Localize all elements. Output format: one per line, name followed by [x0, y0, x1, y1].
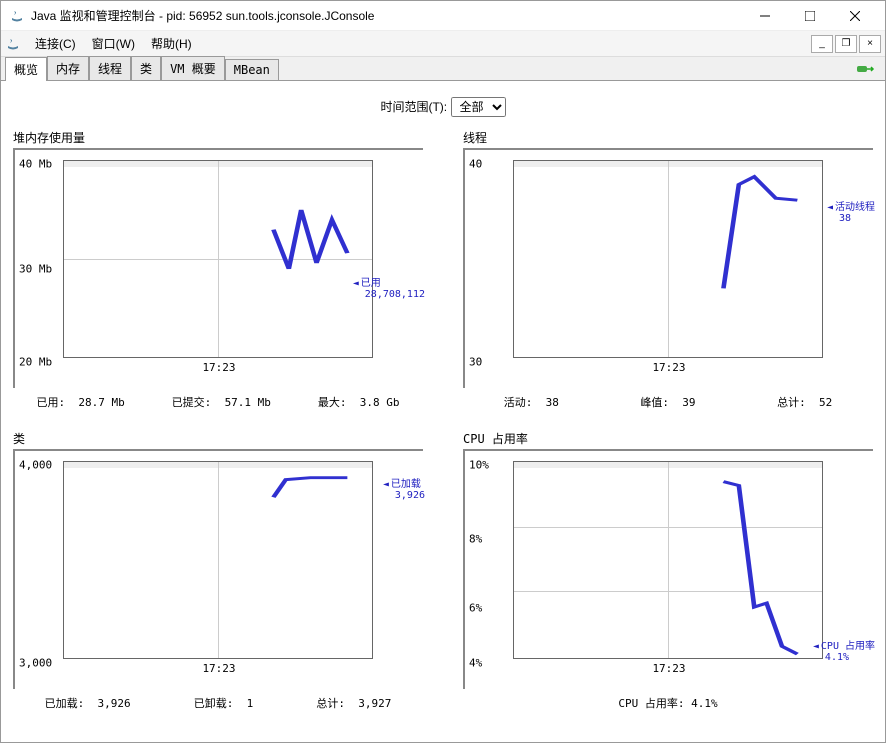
tab-classes[interactable]: 类 — [131, 56, 161, 80]
java-icon — [5, 36, 21, 52]
tab-overview[interactable]: 概览 — [5, 57, 47, 81]
ytick: 3,000 — [19, 657, 52, 670]
mdi-close-button[interactable]: × — [859, 35, 881, 53]
time-range-select[interactable]: 全部 — [451, 97, 506, 117]
chart-plot-area — [63, 160, 373, 358]
classes-stats: 已加载: 3,926 已卸载: 1 总计: 3,927 — [13, 695, 423, 711]
classes-line — [64, 462, 372, 658]
xtick: 17:23 — [652, 361, 685, 374]
threads-chart-title: 线程 — [463, 129, 873, 146]
ytick: 30 — [469, 356, 482, 369]
heap-stats: 已用: 28.7 Mb 已提交: 57.1 Mb 最大: 3.8 Gb — [13, 394, 423, 410]
classes-value-label: ◄已加载 3,926 — [383, 475, 425, 501]
classes-chart-title: 类 — [13, 430, 423, 447]
tab-vm-summary[interactable]: VM 概要 — [161, 56, 225, 80]
xtick: 17:23 — [202, 662, 235, 675]
threads-value-label: ◄活动线程 38 — [827, 198, 875, 224]
tab-memory[interactable]: 内存 — [47, 56, 89, 80]
ytick: 20 Mb — [19, 356, 52, 369]
ytick: 4,000 — [19, 459, 52, 472]
threads-stats: 活动: 38 峰值: 39 总计: 52 — [463, 394, 873, 410]
content-area: 时间范围(T): 全部 堆内存使用量 40 Mb 30 Mb 20 Mb — [1, 81, 885, 719]
ytick: 40 — [469, 158, 482, 171]
ytick: 8% — [469, 533, 482, 546]
heap-value-label: ◄已用 28,708,112 — [353, 274, 425, 300]
ytick: 4% — [469, 657, 482, 670]
threads-chart-panel: 线程 40 30 17:23 ◄活动线程 38 活动: — [463, 129, 873, 410]
window-title: Java 监视和管理控制台 - pid: 56952 sun.tools.jco… — [31, 7, 742, 24]
chart-plot-area — [513, 160, 823, 358]
cpu-value-label: ◄CPU 占用率 4.1% — [813, 637, 875, 663]
xtick: 17:23 — [202, 361, 235, 374]
classes-chart[interactable]: 4,000 3,000 17:23 ◄已加载 3,926 — [13, 449, 423, 689]
heap-chart-title: 堆内存使用量 — [13, 129, 423, 146]
menu-connection[interactable]: 连接(C) — [27, 32, 84, 55]
ytick: 30 Mb — [19, 263, 52, 276]
cpu-chart-panel: CPU 占用率 10% 8% 6% 4% — [463, 430, 873, 711]
tabbar: 概览 内存 线程 类 VM 概要 MBean — [1, 57, 885, 81]
minimize-button[interactable] — [742, 2, 787, 30]
mdi-minimize-button[interactable]: _ — [811, 35, 833, 53]
connect-status-icon — [855, 61, 875, 77]
heap-chart-panel: 堆内存使用量 40 Mb 30 Mb 20 Mb 17:23 ◄已 — [13, 129, 423, 410]
close-button[interactable] — [832, 2, 877, 30]
tab-mbean[interactable]: MBean — [225, 59, 279, 80]
tab-threads[interactable]: 线程 — [89, 56, 131, 80]
xtick: 17:23 — [652, 662, 685, 675]
titlebar: Java 监视和管理控制台 - pid: 56952 sun.tools.jco… — [1, 1, 885, 31]
threads-chart[interactable]: 40 30 17:23 ◄活动线程 38 — [463, 148, 873, 388]
mdi-controls: _ ❐ × — [811, 35, 881, 53]
heap-chart[interactable]: 40 Mb 30 Mb 20 Mb 17:23 ◄已用 28,708,112 — [13, 148, 423, 388]
threads-line — [514, 161, 822, 357]
time-range-label: 时间范围(T): — [380, 100, 447, 114]
cpu-line — [514, 462, 822, 658]
chart-plot-area — [63, 461, 373, 659]
cpu-stats: CPU 占用率: 4.1% — [463, 695, 873, 711]
main-window: Java 监视和管理控制台 - pid: 56952 sun.tools.jco… — [0, 0, 886, 743]
java-icon — [9, 8, 25, 24]
window-controls — [742, 2, 877, 30]
menubar: 连接(C) 窗口(W) 帮助(H) _ ❐ × — [1, 31, 885, 57]
charts-grid: 堆内存使用量 40 Mb 30 Mb 20 Mb 17:23 ◄已 — [13, 129, 873, 711]
ytick: 6% — [469, 602, 482, 615]
time-range-control: 时间范围(T): 全部 — [13, 97, 873, 117]
maximize-button[interactable] — [787, 2, 832, 30]
classes-chart-panel: 类 4,000 3,000 17:23 ◄已加载 3,926 — [13, 430, 423, 711]
menu-window[interactable]: 窗口(W) — [84, 32, 143, 55]
heap-line — [64, 161, 372, 357]
mdi-restore-button[interactable]: ❐ — [835, 35, 857, 53]
menu-help[interactable]: 帮助(H) — [143, 32, 200, 55]
ytick: 40 Mb — [19, 158, 52, 171]
chart-plot-area — [513, 461, 823, 659]
cpu-chart[interactable]: 10% 8% 6% 4% 17:23 ◄CPU 占用率 — [463, 449, 873, 689]
cpu-chart-title: CPU 占用率 — [463, 430, 873, 447]
ytick: 10% — [469, 459, 489, 472]
